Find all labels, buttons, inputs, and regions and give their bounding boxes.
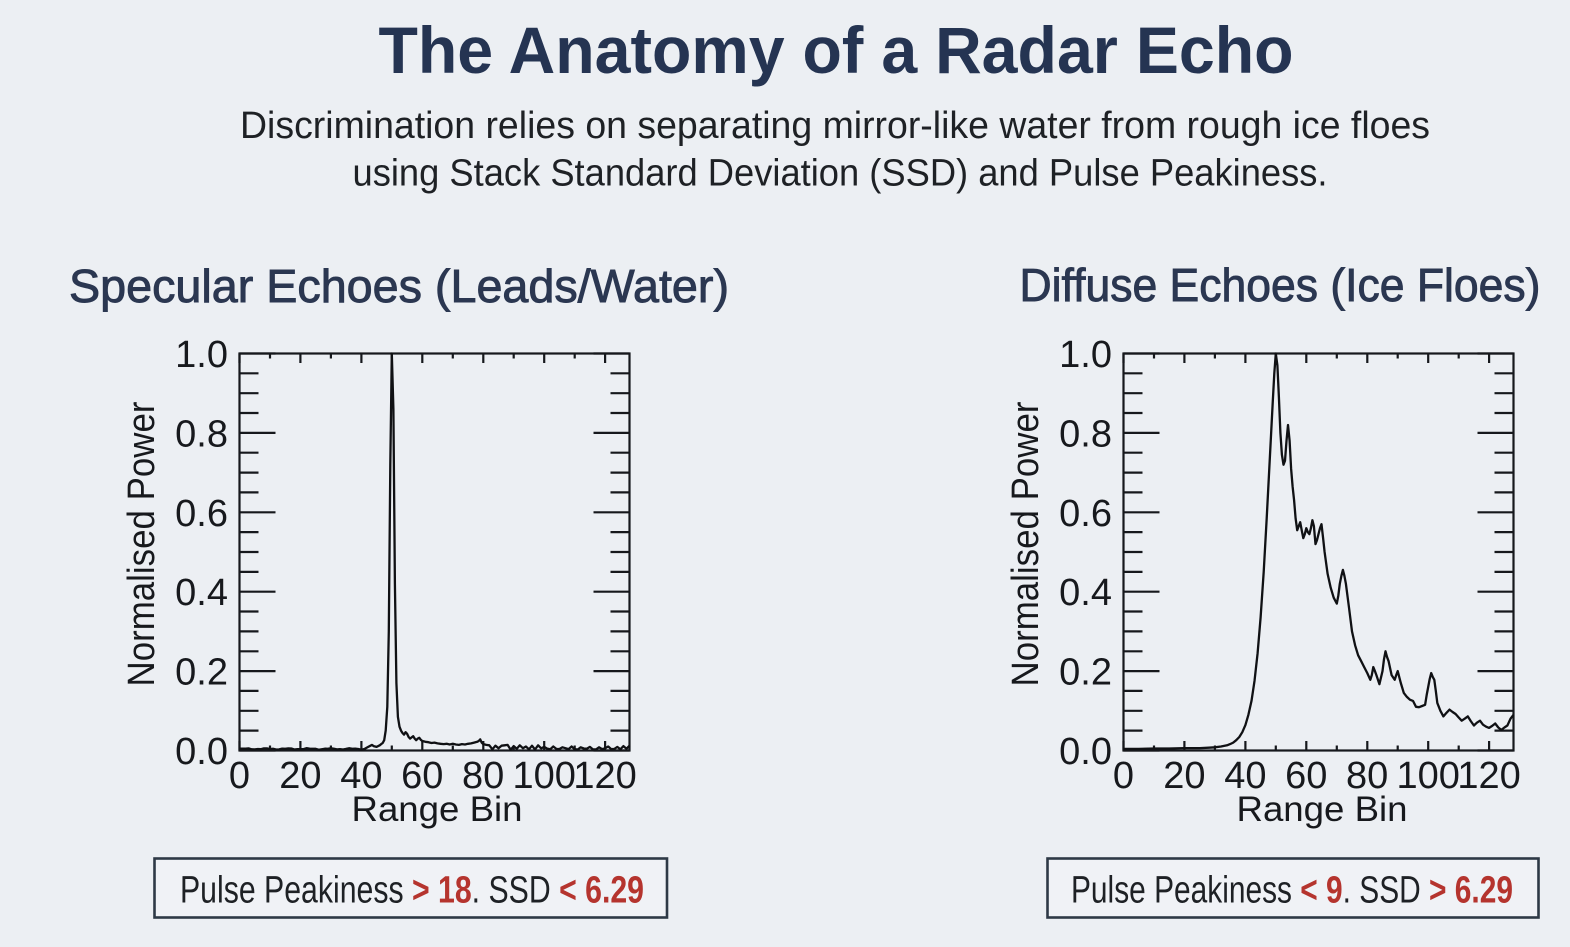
svg-text:Diffuse Echoes (Ice Floes): Diffuse Echoes (Ice Floes) xyxy=(1020,259,1541,311)
svg-text:0.8: 0.8 xyxy=(175,413,228,455)
svg-text:100: 100 xyxy=(512,755,575,797)
svg-text:The Anatomy of a Radar Echo: The Anatomy of a Radar Echo xyxy=(379,13,1294,87)
svg-text:80: 80 xyxy=(462,755,504,797)
svg-text:0.0: 0.0 xyxy=(1059,731,1112,773)
svg-text:40: 40 xyxy=(1224,755,1266,797)
svg-text:0: 0 xyxy=(1113,755,1134,797)
svg-text:0: 0 xyxy=(229,755,250,797)
svg-text:Range Bin: Range Bin xyxy=(352,790,523,829)
svg-text:20: 20 xyxy=(1163,755,1205,797)
svg-text:Discrimination relies on separ: Discrimination relies on separating mirr… xyxy=(240,105,1430,147)
svg-text:0.8: 0.8 xyxy=(1059,413,1112,455)
svg-text:Normalised Power: Normalised Power xyxy=(1005,401,1047,686)
svg-text:0.6: 0.6 xyxy=(1059,493,1112,535)
svg-text:120: 120 xyxy=(1457,755,1520,797)
svg-text:100: 100 xyxy=(1396,755,1459,797)
svg-text:80: 80 xyxy=(1346,755,1388,797)
svg-text:120: 120 xyxy=(573,755,636,797)
svg-text:Pulse Peakiness < 9. SSD > 6.2: Pulse Peakiness < 9. SSD > 6.29 xyxy=(1071,870,1513,912)
svg-text:0.2: 0.2 xyxy=(1059,652,1112,694)
svg-text:Range Bin: Range Bin xyxy=(1237,790,1408,829)
svg-text:Specular Echoes (Leads/Water): Specular Echoes (Leads/Water) xyxy=(69,260,729,312)
svg-text:40: 40 xyxy=(340,755,382,797)
svg-text:0.2: 0.2 xyxy=(175,652,228,694)
svg-text:Pulse Peakiness > 18. SSD < 6.: Pulse Peakiness > 18. SSD < 6.29 xyxy=(180,870,644,912)
svg-text:Normalised Power: Normalised Power xyxy=(121,401,163,686)
svg-text:1.0: 1.0 xyxy=(1059,334,1112,376)
svg-text:20: 20 xyxy=(279,755,321,797)
svg-text:60: 60 xyxy=(401,755,443,797)
svg-text:1.0: 1.0 xyxy=(175,334,228,376)
svg-text:0.4: 0.4 xyxy=(175,572,228,614)
svg-text:60: 60 xyxy=(1285,755,1327,797)
svg-text:using Stack Standard Deviation: using Stack Standard Deviation (SSD) and… xyxy=(353,153,1328,195)
svg-text:0.0: 0.0 xyxy=(175,731,228,773)
svg-text:0.6: 0.6 xyxy=(175,493,228,535)
svg-text:0.4: 0.4 xyxy=(1059,572,1112,614)
